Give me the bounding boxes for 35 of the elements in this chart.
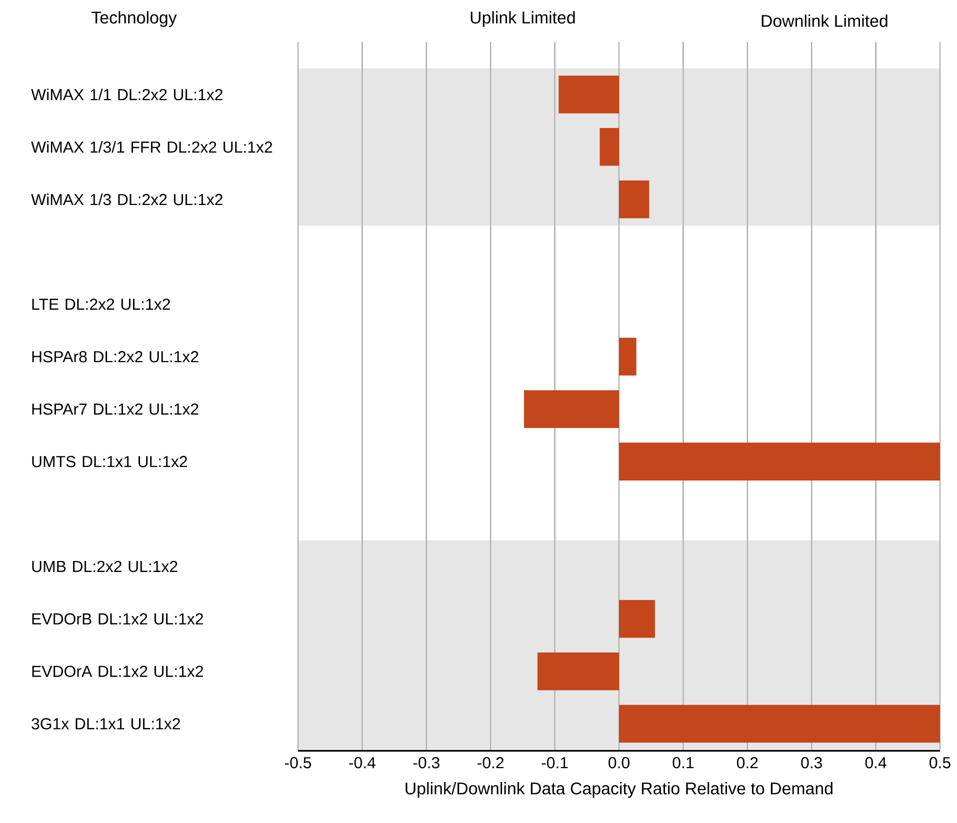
text: Technology (92, 11, 177, 27)
bar (619, 600, 655, 638)
x-tick-label: 0.5 (930, 757, 950, 768)
x-tick-label: 0.2 (736, 757, 758, 768)
y-tick-label: WiMAX 1/3/1 FFR DL:2x2 UL:1x2 (31, 141, 272, 153)
x-tick-label: -0.2 (478, 757, 504, 768)
x-tick-label: 0.4 (865, 757, 886, 768)
y-tick-label: LTE DL:2x2 UL:1x2 (32, 298, 170, 310)
x-tick-label: -0.3 (413, 757, 440, 768)
y-tick-label: HSPAr8 DL:2x2 UL:1x2 (32, 351, 198, 362)
y-tick-label: 3G1x DL:1x1 UL:1x2 (32, 718, 180, 730)
text: Uplink Limited (470, 11, 575, 27)
bar (619, 180, 650, 218)
x-tick-label: 0.1 (672, 757, 694, 768)
y-tick-label: EVDOrA DL:1x2 UL:1x2 (32, 666, 203, 677)
bar (558, 76, 620, 114)
y-tick-label: EVDOrB DL:1x2 UL:1x2 (32, 613, 203, 625)
x-tick-label: -0.5 (284, 757, 312, 768)
bar (524, 390, 620, 428)
x-tick-label: -0.4 (349, 757, 376, 768)
x-tick-label: -0.1 (542, 757, 568, 768)
x-axis-title: Uplink/Downlink Data Capacity Ratio Relative to Demand (406, 782, 832, 798)
y-tick-label: UMTS DL:1x1 UL:1x2 (32, 456, 188, 468)
bar (619, 442, 940, 480)
text: Downlink Limited (762, 14, 888, 27)
x-tick-label: 0.0 (608, 757, 630, 768)
y-tick-label: HSPAr7 DL:1x2 UL:1x2 (32, 403, 198, 415)
bar (537, 652, 620, 690)
x-tick-label: 0.3 (801, 757, 822, 768)
y-tick-label: WiMAX 1/3 DL:2x2 UL:1x2 (31, 193, 222, 206)
bar (600, 128, 620, 166)
y-tick-label: WiMAX 1/1 DL:2x2 UL:1x2 (31, 88, 222, 100)
bar (619, 338, 636, 376)
bar (619, 704, 940, 743)
y-tick-label: UMB DL:2x2 UL:1x2 (32, 560, 178, 572)
